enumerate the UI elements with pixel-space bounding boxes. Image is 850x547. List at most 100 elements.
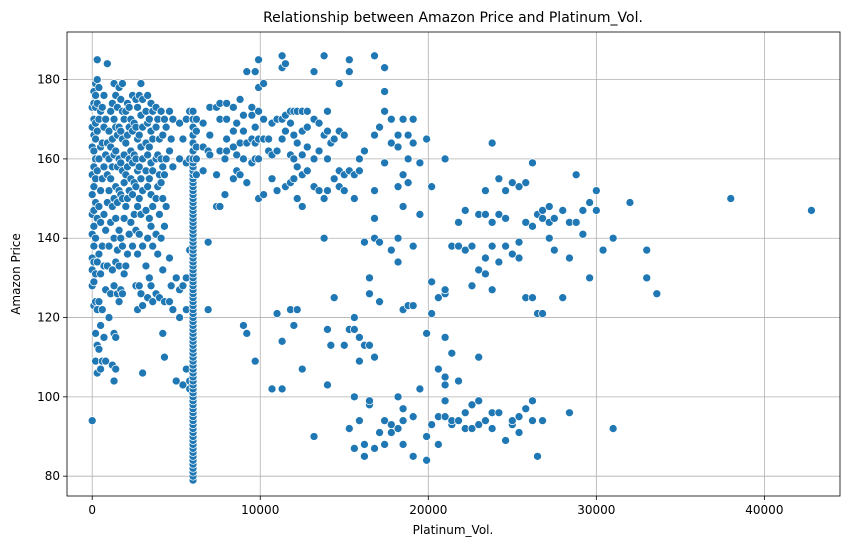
data-point: [111, 333, 121, 342]
y-tick-label: 140: [37, 231, 60, 245]
data-point: [434, 293, 443, 303]
data-point: [242, 67, 252, 77]
y-tick-label: 100: [37, 390, 60, 404]
data-point: [121, 202, 131, 211]
data-point: [242, 178, 252, 188]
data-point: [365, 273, 374, 283]
data-point: [514, 182, 524, 192]
data-point: [365, 340, 374, 350]
data-point: [528, 416, 537, 425]
data-point: [585, 198, 594, 207]
data-point: [133, 102, 142, 112]
data-point: [329, 293, 339, 303]
data-point: [143, 150, 153, 160]
data-point: [134, 229, 144, 239]
data-point: [99, 333, 109, 342]
data-point: [625, 198, 635, 207]
data-point: [427, 277, 436, 287]
data-point: [487, 241, 497, 251]
data-point: [323, 126, 332, 136]
data-point: [114, 225, 124, 235]
data-point: [571, 170, 581, 180]
data-point: [375, 297, 384, 307]
data-point: [168, 114, 178, 124]
data-point: [375, 428, 384, 437]
data-point: [87, 190, 97, 199]
data-point: [203, 237, 213, 247]
data-point: [91, 233, 100, 243]
y-axis-ticks: 80 100 120 140 160 180: [37, 73, 67, 483]
data-point: [323, 106, 332, 116]
data-point: [289, 130, 299, 140]
data-point: [247, 102, 257, 112]
data-point: [297, 202, 307, 211]
data-point: [121, 138, 131, 148]
data-point: [102, 59, 112, 69]
data-point: [487, 424, 497, 433]
data-point: [128, 190, 137, 199]
data-point: [232, 150, 242, 160]
data-point: [151, 122, 161, 132]
data-point: [232, 118, 242, 128]
data-point: [111, 146, 121, 156]
data-point: [549, 214, 559, 223]
data-point: [415, 384, 425, 394]
data-point: [97, 102, 107, 112]
data-point: [380, 87, 389, 96]
data-point: [454, 218, 463, 227]
data-point: [494, 257, 504, 267]
data-point: [160, 352, 169, 362]
data-point: [144, 142, 154, 152]
data-point: [393, 130, 403, 140]
x-axis-ticks: 0 10000 20000 30000 40000: [88, 496, 783, 517]
data-point: [143, 233, 153, 243]
data-point: [326, 340, 336, 350]
data-point: [501, 241, 510, 251]
data-point: [521, 178, 531, 188]
data-point: [109, 281, 119, 291]
data-point: [398, 170, 408, 180]
data-point: [92, 166, 102, 176]
y-tick-label: 80: [45, 469, 60, 483]
data-point: [94, 344, 104, 354]
data-point: [355, 333, 364, 342]
data-point: [128, 241, 137, 251]
data-point: [160, 170, 169, 180]
x-tick-label: 30000: [577, 503, 615, 517]
data-point: [521, 404, 531, 414]
data-point: [514, 237, 524, 247]
data-point: [165, 106, 174, 116]
chart-title: Relationship between Amazon Price and Pl…: [263, 10, 643, 26]
data-point: [408, 138, 418, 148]
data-point: [215, 202, 225, 211]
data-point: [104, 313, 114, 322]
data-point: [302, 106, 312, 116]
data-point: [538, 416, 547, 425]
data-point: [514, 253, 524, 263]
data-point: [571, 218, 581, 227]
data-point: [339, 130, 349, 140]
data-point: [467, 400, 477, 410]
data-point: [297, 150, 307, 160]
data-point: [161, 122, 171, 132]
data-point: [133, 249, 142, 259]
data-point: [460, 408, 470, 418]
data-point: [89, 221, 99, 231]
data-point: [165, 297, 174, 307]
data-point: [175, 313, 184, 322]
data-point: [608, 233, 618, 243]
y-axis-label: Amazon Price: [9, 233, 23, 315]
data-point: [192, 154, 201, 164]
data-point: [427, 420, 436, 429]
data-point: [178, 281, 188, 291]
data-point: [156, 233, 166, 243]
data-point: [360, 237, 369, 247]
data-point: [124, 102, 134, 112]
data-point: [89, 277, 99, 287]
data-point: [494, 210, 504, 219]
data-point: [386, 138, 396, 148]
data-point: [521, 218, 531, 227]
data-point: [229, 102, 238, 112]
data-point: [111, 214, 121, 223]
data-point: [375, 122, 384, 132]
